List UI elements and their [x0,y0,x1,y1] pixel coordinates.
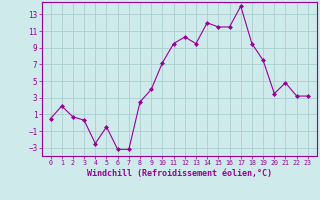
X-axis label: Windchill (Refroidissement éolien,°C): Windchill (Refroidissement éolien,°C) [87,169,272,178]
